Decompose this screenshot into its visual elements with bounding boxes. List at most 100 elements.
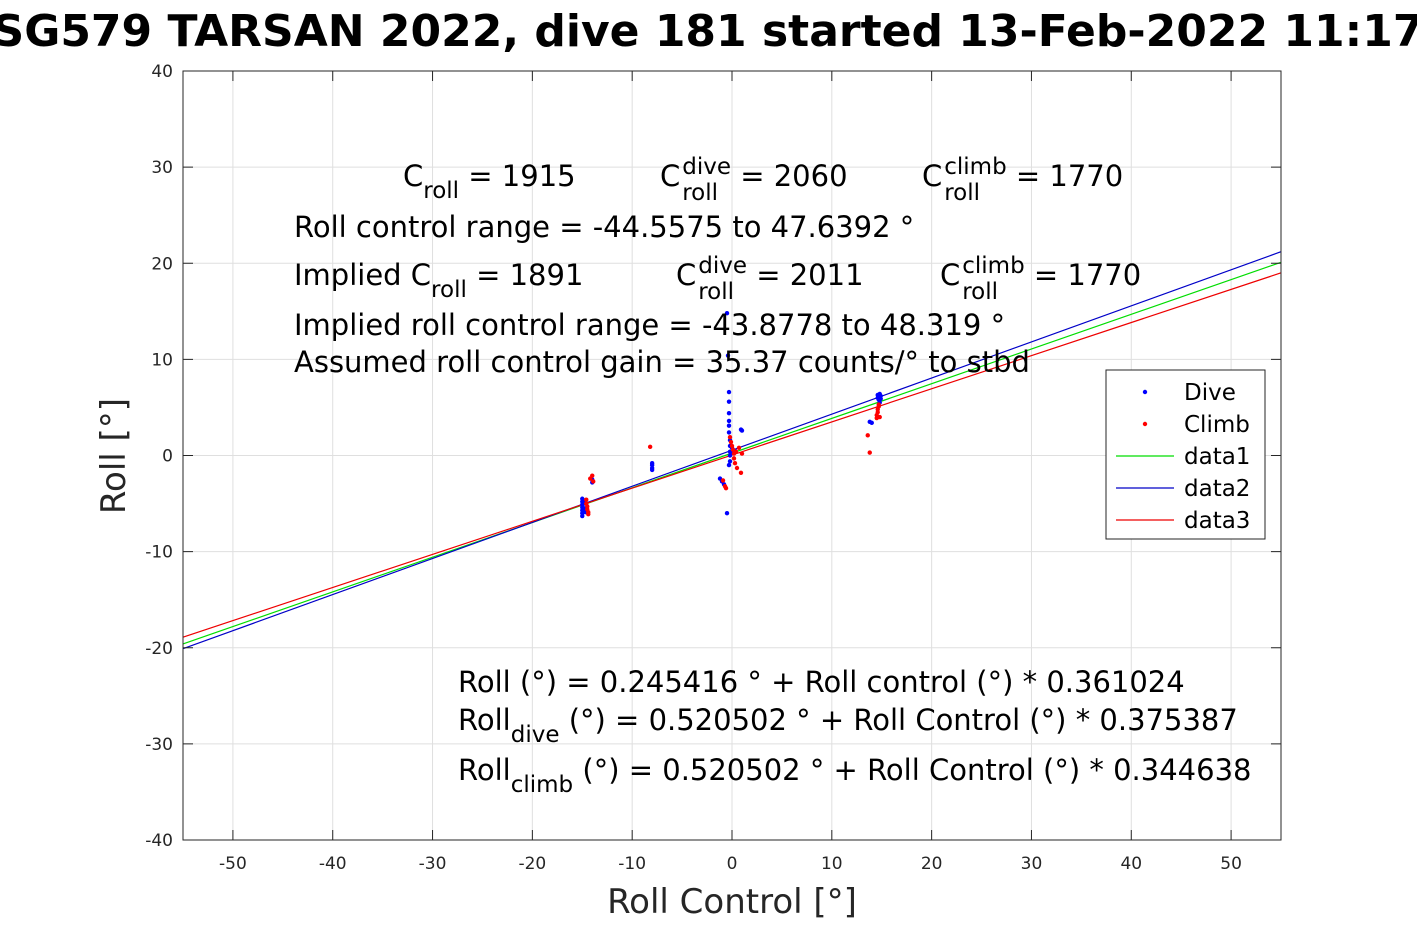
series-point-climb — [647, 444, 653, 450]
annotation-f3-value: (°) = 0.520502 ° + Roll Control (°) * 0.… — [573, 753, 1251, 787]
y-tick-label: 10 — [151, 350, 173, 370]
series-point-dive — [726, 411, 732, 416]
x-tick-label: -10 — [618, 854, 646, 874]
annotation-irange: Implied roll control range = -43.8778 to… — [294, 308, 1005, 342]
x-tick-label: 50 — [1220, 854, 1242, 874]
series-point-dive — [739, 428, 745, 433]
annotations-bottom: Roll (°) = 0.245416 ° + Roll control (°)… — [458, 665, 1251, 798]
annotation-i1: Implied Croll = 1891 — [294, 258, 583, 303]
series-point-dive — [724, 311, 730, 316]
x-tick-label: -50 — [219, 854, 247, 874]
x-tick-label: 10 — [821, 854, 843, 874]
annotation-i3-value: = 1770 — [1025, 258, 1142, 292]
legend-label: data3 — [1184, 508, 1250, 534]
legend-swatch-dive — [1142, 389, 1148, 395]
legend-swatch-climb — [1142, 421, 1148, 427]
series-point-climb — [590, 473, 595, 478]
series-point-climb — [732, 460, 738, 466]
legend-label: Dive — [1184, 380, 1236, 406]
y-tick-label: -10 — [145, 543, 173, 563]
annotation-c3-value: = 1770 — [1007, 159, 1124, 193]
annotation-c3-sup: climb — [944, 154, 1006, 180]
annotation-f2-base: Roll — [458, 703, 511, 737]
annotation-c2-value: = 2060 — [731, 159, 848, 193]
x-tick-label: -30 — [419, 854, 447, 874]
legend-box — [1105, 369, 1266, 540]
series-point-climb — [727, 435, 733, 440]
y-tick-label: -20 — [145, 639, 173, 659]
legend-label: data2 — [1184, 476, 1250, 502]
annotation-i3-sub: roll — [962, 279, 998, 305]
x-tick-label: -20 — [518, 854, 546, 874]
series-point-climb — [739, 451, 745, 456]
annotation-f2-value: (°) = 0.520502 ° + Roll Control (°) * 0.… — [559, 703, 1237, 737]
series-point-climb — [720, 478, 726, 483]
x-tick-label: 20 — [921, 854, 943, 874]
annotation-i2-sub: roll — [698, 279, 734, 305]
series-point-climb — [591, 479, 596, 484]
annotation-i2-value: = 2011 — [747, 258, 864, 292]
legend-label: Climb — [1184, 412, 1250, 438]
series-point-climb — [734, 465, 740, 471]
series-point-climb — [876, 402, 881, 407]
series-point-dive — [726, 430, 732, 435]
annotation-f3-base: Roll — [458, 753, 511, 787]
x-tick-label: 0 — [727, 854, 738, 874]
annotation-i1-sub: roll — [431, 277, 467, 303]
annotation-i2-sup: dive — [698, 253, 747, 279]
x-axis-label: Roll Control [°] — [607, 882, 857, 922]
chart-title: SG579 TARSAN 2022, dive 181 started 13-F… — [0, 6, 1417, 57]
annotation-range: Roll control range = -44.5575 to 47.6392… — [294, 210, 914, 244]
series-point-dive — [726, 423, 732, 428]
series-point-dive — [878, 393, 883, 399]
series-point-dive — [724, 510, 730, 516]
series-point-climb — [586, 511, 591, 517]
y-tick-label: -30 — [145, 735, 173, 755]
y-tick-label: 20 — [151, 254, 173, 274]
x-tick-label: 40 — [1120, 854, 1142, 874]
series-point-dive — [580, 513, 585, 519]
series-point-climb — [728, 439, 734, 445]
series-point-dive — [725, 353, 731, 358]
annotation-c2-base: C — [660, 159, 680, 193]
series-point-climb — [865, 433, 870, 438]
x-tick-label: -40 — [319, 854, 347, 874]
annotation-i3: Cclimb roll = 1770 — [940, 253, 1141, 305]
annotation-i1-base: Implied C — [294, 258, 431, 292]
annotation-c1-value: = 1915 — [459, 159, 576, 193]
series-point-dive — [869, 420, 874, 426]
y-axis-ticks: -40 -30 -20 -10 0 10 20 30 40 — [145, 62, 1281, 851]
annotation-i3-base: C — [940, 258, 960, 292]
series-point-dive — [726, 399, 732, 404]
annotation-c3: Cclimb roll = 1770 — [922, 154, 1123, 206]
x-tick-label: 30 — [1021, 854, 1043, 874]
series-point-climb — [729, 443, 735, 449]
y-tick-label: 40 — [151, 62, 173, 82]
data-points — [580, 311, 883, 519]
annotation-c1: Croll = 1915 — [403, 159, 576, 204]
annotation-i2: Cdive roll = 2011 — [676, 253, 864, 305]
y-axis-label: Roll [°] — [94, 398, 134, 514]
legend-label: data1 — [1184, 444, 1250, 470]
annotation-c2-sup: dive — [682, 154, 731, 180]
series-point-climb — [731, 456, 737, 461]
series-point-dive — [726, 389, 732, 395]
series-point-dive — [727, 459, 733, 464]
annotation-f3-sub: climb — [511, 772, 573, 798]
annotations-top: Croll = 1915 Cdive roll = 2060 Cclimb roll =… — [294, 154, 1141, 379]
annotation-i2-base: C — [676, 258, 696, 292]
series-point-climb — [584, 497, 589, 502]
annotation-f2: Rolldive (°) = 0.520502 ° + Roll Control… — [458, 703, 1238, 748]
series-point-climb — [733, 449, 739, 454]
y-tick-label: -40 — [145, 831, 173, 851]
series-point-climb — [736, 445, 742, 451]
y-tick-label: 30 — [151, 158, 173, 178]
annotation-f3: Rollclimb (°) = 0.520502 ° + Roll Contro… — [458, 753, 1251, 798]
annotation-f1: Roll (°) = 0.245416 ° + Roll control (°)… — [458, 665, 1185, 699]
annotation-c2: Cdive roll = 2060 — [660, 154, 848, 206]
annotation-c3-sub: roll — [944, 180, 980, 206]
annotation-i3-sup: climb — [962, 253, 1024, 279]
series-point-dive — [726, 462, 732, 468]
series-point-dive — [649, 467, 655, 473]
